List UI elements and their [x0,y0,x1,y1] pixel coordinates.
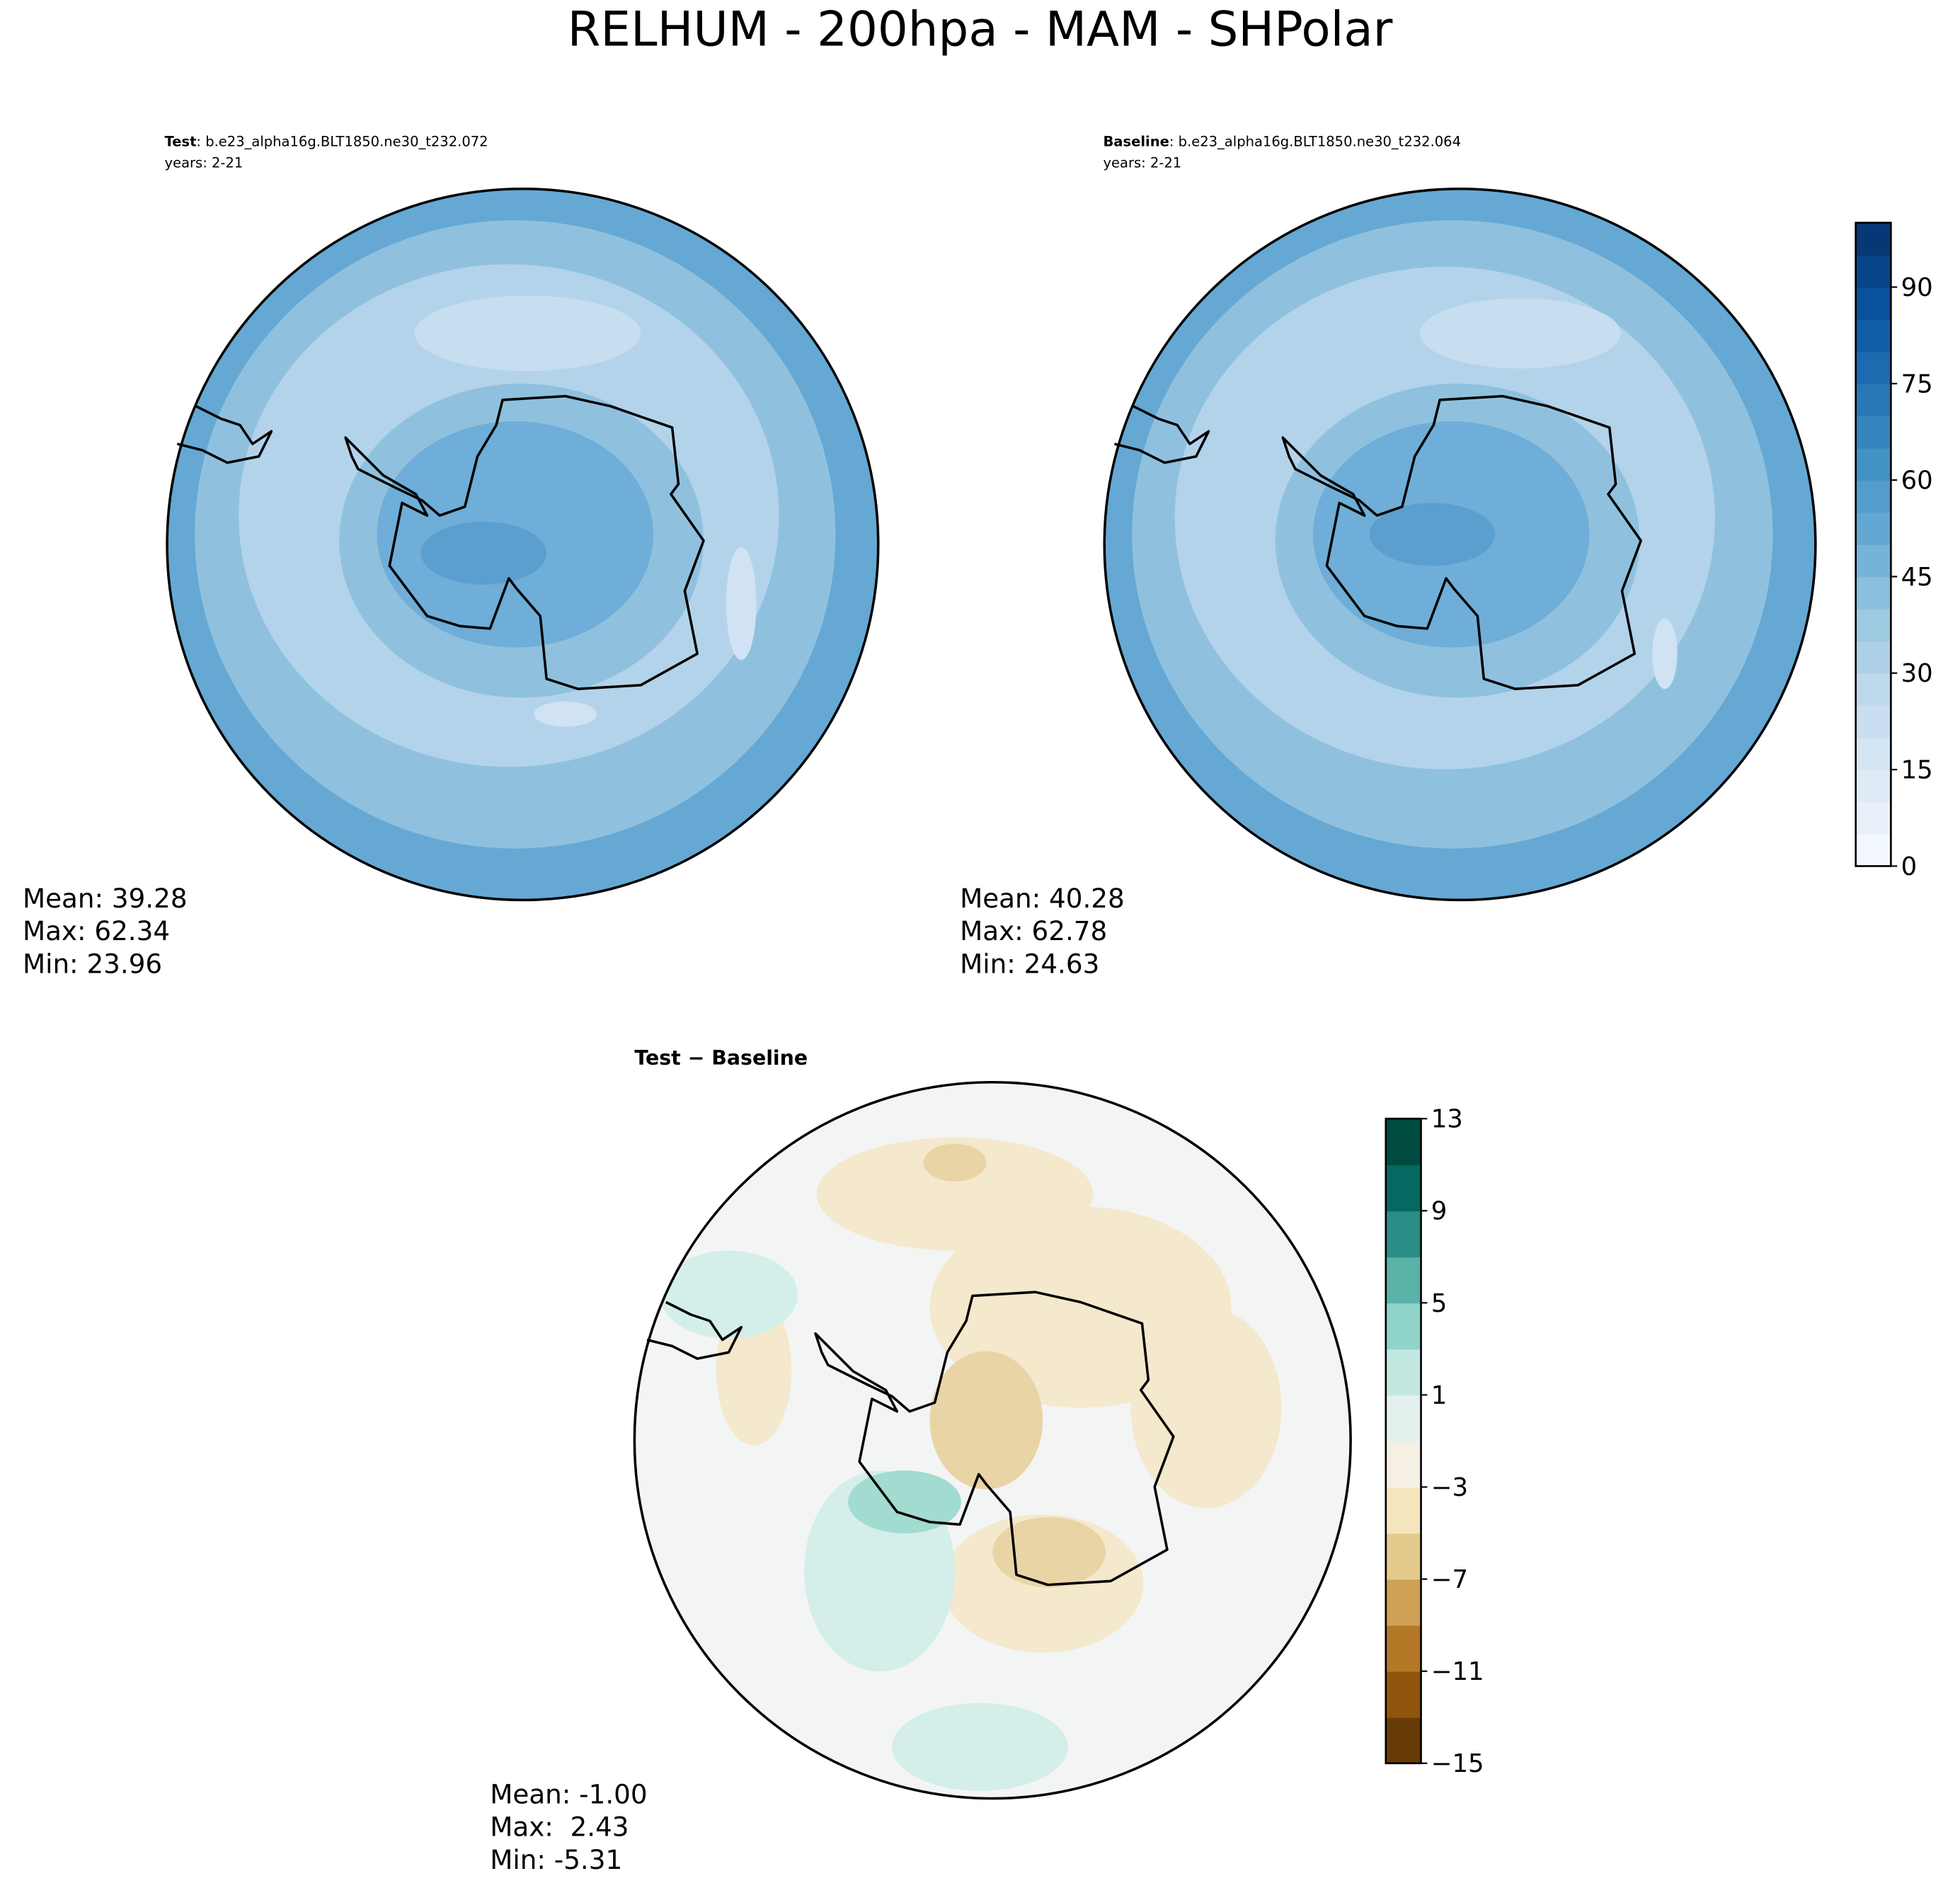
colorbar-tick-label: 9 [1431,1197,1448,1226]
colorbar-tick-label: 1 [1431,1381,1448,1410]
colorbar-band [1855,222,1891,256]
colorbar-band [1385,1395,1421,1442]
colorbar-band [1385,1211,1421,1258]
colorbar-band [1855,737,1891,771]
colorbar-band [1855,673,1891,706]
colorbar-band [1385,1257,1421,1304]
colorbar-band [1385,1349,1421,1396]
colorbar-band [1855,416,1891,449]
colorbar-band [1855,576,1891,610]
stat: Min: -5.31 [490,1844,622,1875]
colorbar-band [1385,1579,1421,1626]
colorbar-band [1855,287,1891,320]
case-name: : b.e23_alpha16g.BLT1850.ne30_t232.064 [1169,133,1461,149]
colorbar-tick-label: 15 [1901,756,1933,785]
colorbar-tick-label: 90 [1901,273,1933,302]
colorbar-band [1385,1625,1421,1672]
stat: Max: 62.78 [960,915,1107,946]
panel-header: Baseline: b.e23_alpha16g.BLT1850.ne30_t2… [1103,133,1461,149]
colorbar-band [1855,480,1891,513]
years: years: 2-21 [165,155,243,171]
stat: Mean: 40.28 [960,883,1125,914]
colorbar-band [1855,544,1891,578]
map-baseline [1104,188,1816,900]
colorbar-tick-label: −7 [1431,1565,1468,1594]
colorbar-band [1385,1165,1421,1212]
colorbar-frame [1385,1117,1422,1765]
colorbar-frame [1855,222,1892,867]
stat: Mean: -1.00 [490,1779,647,1810]
map-difference [634,1082,1351,1799]
panel-label: Test [165,133,197,149]
colorbar-band [1385,1441,1421,1488]
stat: Mean: 39.28 [23,883,188,914]
years: years: 2-21 [1103,155,1181,171]
case-name: : b.e23_alpha16g.BLT1850.ne30_t232.072 [196,133,488,149]
colorbar-tick-label: 5 [1431,1289,1448,1318]
colorbar-band [1855,351,1891,384]
panel-label: Baseline [1103,133,1169,149]
stat: Min: 23.96 [23,948,162,979]
colorbar-band [1855,769,1891,803]
colorbar-band [1385,1533,1421,1580]
colorbar-band [1855,801,1891,835]
colorbar-band [1855,641,1891,674]
colorbar-band [1385,1671,1421,1718]
colorbar-band [1855,319,1891,353]
colorbar-band [1385,1119,1421,1166]
colorbar-tick-label: 60 [1901,467,1933,496]
colorbar-band [1385,1303,1421,1350]
colorbar-band [1855,608,1891,642]
colorbar-band [1855,834,1891,867]
colorbar-tick-label: −11 [1431,1657,1484,1686]
stat: Max: 62.34 [23,915,170,946]
colorbar-band [1855,383,1891,417]
colorbar-band [1855,447,1891,481]
panel-label: Test − Baseline [634,1046,808,1070]
figure-title: RELHUM - 200hpa - MAM - SHPolar [568,1,1393,57]
colorbar-tick-label: 75 [1901,370,1933,399]
colorbar-tick-label: −15 [1431,1749,1484,1778]
stat: Min: 24.63 [960,948,1099,979]
colorbar-tick-label: 0 [1901,852,1918,881]
colorbar-band [1855,705,1891,738]
colorbar-band [1385,1487,1421,1534]
colorbar-tick-label: 45 [1901,563,1933,592]
stat: Max: 2.43 [490,1812,629,1843]
map-test [167,188,878,900]
colorbar-band [1855,255,1891,288]
colorbar-tick-label: 13 [1431,1105,1463,1134]
colorbar-band [1855,512,1891,545]
colorbar-tick-label: −3 [1431,1473,1468,1502]
colorbar-tick-label: 30 [1901,659,1933,688]
panel-header: Test: b.e23_alpha16g.BLT1850.ne30_t232.0… [165,133,488,149]
colorbar-band [1385,1717,1421,1764]
